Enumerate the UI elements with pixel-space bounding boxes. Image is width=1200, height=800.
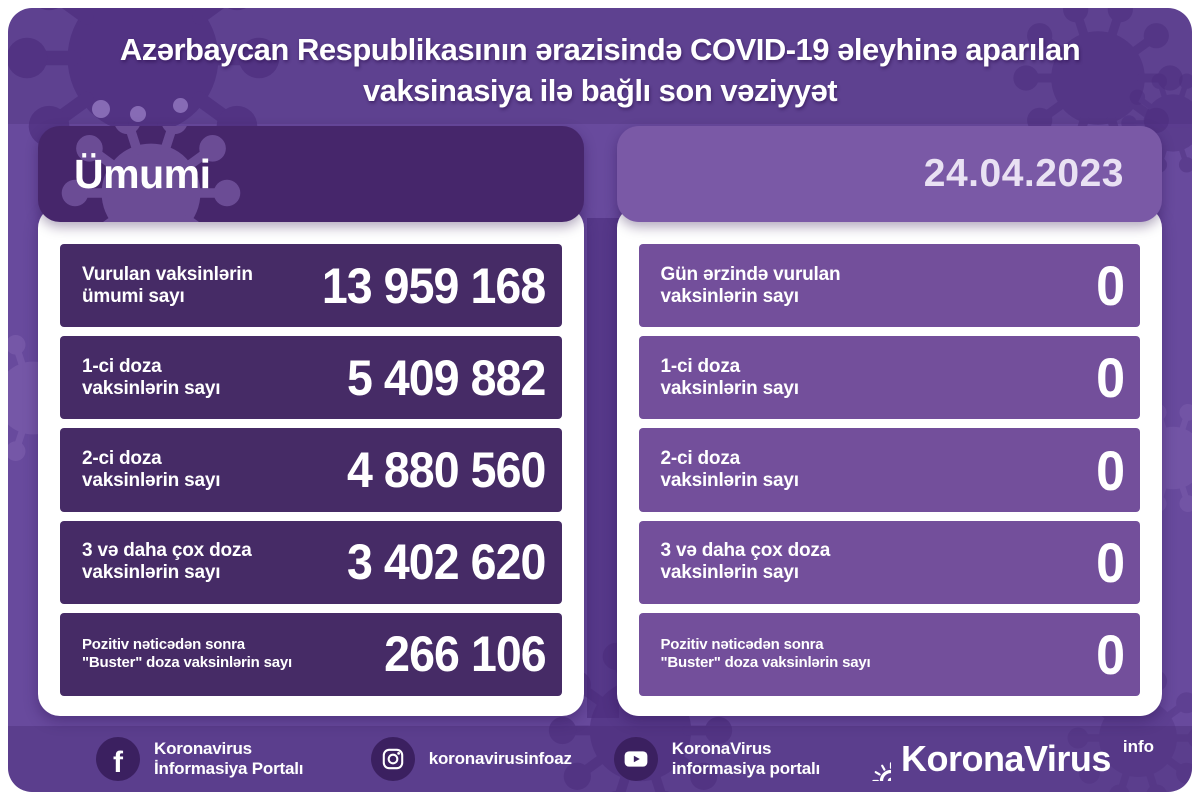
report-date: 24.04.2023	[923, 152, 1124, 195]
facebook-label: Koronavirus İnformasiya Portalı	[154, 739, 304, 778]
stat-value: 0	[1095, 346, 1125, 410]
instagram-icon	[370, 737, 415, 781]
total-panel-title: Ümumi	[74, 150, 211, 197]
stat-value: 3 402 620	[347, 534, 546, 591]
stat-value: 4 880 560	[347, 442, 546, 498]
stat-row-total-dose2: 2-ci doza vaksinlərin sayı 4 880 560	[60, 428, 562, 512]
daily-panel-header: 24.04.2023	[616, 126, 1162, 222]
footer: f Koronavirus İnformasiya Portalı korona…	[8, 726, 1192, 792]
youtube-icon	[613, 737, 658, 781]
page-title-line2: vaksinasiya ilə bağlı son vəziyyət	[362, 72, 838, 108]
stat-row-daily-booster: Pozitiv nəticədən sonra "Buster" doza vak…	[638, 612, 1140, 697]
stat-row-total-booster: Pozitiv nəticədən sonra "Buster" doza vak…	[60, 612, 562, 697]
total-panel: Ümumi Vurulan vaksinlərin ümumi sayı 13 9…	[38, 126, 584, 716]
koronavirus-info-logo[interactable]: KoronaVirus info	[847, 737, 1154, 781]
page-title: Azərbaycan Respublikasının ərazisində CO…	[8, 8, 1192, 112]
brand-suffix: info	[1122, 737, 1154, 756]
page-title-line1: Azərbaycan Respublikasının ərazisində CO…	[119, 32, 1081, 67]
brand-virus-icon	[847, 737, 891, 781]
facebook-link[interactable]: f Koronavirus İnformasiya Portalı	[96, 737, 329, 781]
stat-row-total-dose1: 1-ci doza vaksinlərin sayı 5 409 882	[60, 336, 562, 420]
daily-rows: Gün ərzində vurulan vaksinlərin sayı 0 1-…	[638, 244, 1140, 697]
infographic-canvas: Azərbaycan Respublikasının ərazisində CO…	[8, 8, 1192, 792]
stat-row-daily-dose2: 2-ci doza vaksinlərin sayı 0	[638, 428, 1140, 512]
stat-value: 5 409 882	[347, 349, 546, 406]
stat-row-daily-all: Gün ərzində vurulan vaksinlərin sayı 0	[638, 244, 1140, 328]
total-panel-header: Ümumi	[38, 126, 584, 222]
stat-row-daily-dose3plus: 3 və daha çox doza vaksinlərin sayı 0	[638, 520, 1140, 604]
youtube-label: KoronaVirus informasiya portalı	[671, 739, 821, 778]
instagram-label: koronavirusinfoaz	[428, 749, 572, 768]
stat-panels: Ümumi Vurulan vaksinlərin ümumi sayı 13 9…	[38, 126, 1162, 716]
stat-row-total-all: Vurulan vaksinlərin ümumi sayı 13 959 168	[60, 244, 562, 328]
stat-row-total-dose3plus: 3 və daha çox doza vaksinlərin sayı 3 402…	[60, 520, 562, 604]
stat-value: 266 106	[383, 626, 547, 683]
stat-value: 0	[1095, 530, 1125, 594]
stat-value: 13 959 168	[322, 257, 546, 314]
stat-value: 0	[1095, 254, 1125, 318]
daily-panel: 24.04.2023 Gün ərzində vurulan vaksinləri…	[616, 126, 1162, 716]
youtube-link[interactable]: KoronaVirus informasiya portalı	[613, 737, 847, 781]
stat-value: 0	[1095, 438, 1125, 502]
facebook-icon: f	[96, 737, 140, 781]
stat-row-daily-dose1: 1-ci doza vaksinlərin sayı 0	[638, 336, 1140, 420]
total-rows: Vurulan vaksinlərin ümumi sayı 13 959 168…	[60, 244, 562, 697]
instagram-link[interactable]: koronavirusinfoaz	[370, 737, 572, 781]
stat-value: 0	[1095, 622, 1125, 686]
brand-name: KoronaVirus	[900, 738, 1111, 779]
background-stripe-decoration	[587, 218, 619, 718]
